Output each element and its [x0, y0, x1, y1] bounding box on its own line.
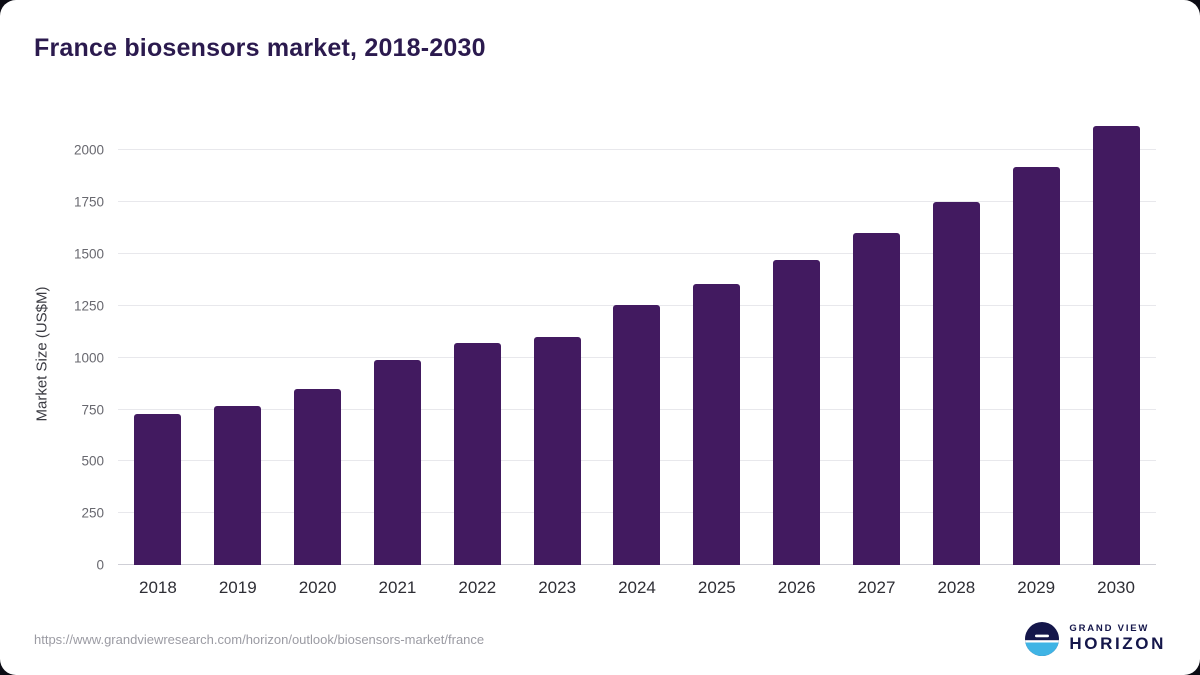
bar-2021[interactable]	[373, 359, 421, 565]
bar-2026[interactable]	[773, 260, 821, 565]
x-tick-label: 2025	[697, 578, 736, 597]
x-tick-label: 2027	[857, 578, 896, 597]
gridline	[118, 149, 1156, 151]
y-tick-label: 750	[81, 402, 104, 418]
gridline	[118, 253, 1156, 255]
bar-2025[interactable]	[693, 284, 741, 565]
x-tick-label: 2028	[937, 578, 976, 597]
x-tick-label: 2021	[378, 578, 417, 597]
y-tick-label: 1750	[73, 194, 104, 210]
brand-text: GRAND VIEW HORIZON	[1069, 623, 1166, 653]
y-tick-label: 0	[96, 557, 104, 573]
bar-2018[interactable]	[134, 413, 182, 565]
bar-column	[1076, 109, 1156, 565]
y-tick-label: 1250	[73, 298, 104, 314]
y-tick-label: 500	[81, 453, 104, 469]
bar-column	[198, 109, 278, 565]
gridline	[118, 201, 1156, 203]
x-tick-label: 2026	[777, 578, 816, 597]
bar-2022[interactable]	[453, 343, 501, 565]
bar-column	[996, 109, 1076, 565]
bar-2029[interactable]	[1012, 167, 1060, 565]
x-tick-label: 2019	[218, 578, 257, 597]
y-tick-label: 2000	[73, 142, 104, 158]
bar-column	[517, 109, 597, 565]
x-axis-labels: 2018 2019 2020 2021 2022 2023 2024 2025 2026 2027…	[118, 578, 1156, 598]
bar-2027[interactable]	[853, 233, 901, 565]
brand-horizon: HORIZON	[1069, 633, 1166, 653]
bar-2020[interactable]	[294, 388, 342, 565]
x-tick-label: 2030	[1097, 578, 1135, 597]
bar-column	[437, 109, 517, 565]
bar-2028[interactable]	[932, 202, 980, 565]
x-tick-label: 2024	[618, 578, 656, 597]
bar-column	[837, 109, 917, 565]
bar-2024[interactable]	[613, 304, 661, 565]
footer: https://www.grandviewresearch.com/horizo…	[34, 621, 1166, 657]
y-tick-label: 250	[81, 505, 104, 521]
bar-column	[597, 109, 677, 565]
bars-container	[118, 109, 1156, 565]
bar-2030[interactable]	[1092, 125, 1140, 565]
bar-column	[916, 109, 996, 565]
horizon-logo-icon	[1025, 622, 1060, 656]
bar-column	[677, 109, 757, 565]
bar-chart: Market Size (US$M) 0 250 500 750 1000 1250 150…	[34, 109, 1156, 598]
source-url: https://www.grandviewresearch.com/horizo…	[34, 631, 485, 647]
chart-title: France biosensors market, 2018-2030	[34, 34, 486, 62]
bar-column	[118, 109, 198, 565]
plot-area: 0 250 500 750 1000 1250 1500 1750 2000	[74, 109, 1156, 573]
brand-grand-view: GRAND VIEW	[1069, 623, 1150, 635]
x-tick-label: 2018	[139, 578, 177, 597]
bar-column	[278, 109, 358, 565]
bar-column	[358, 109, 438, 565]
x-tick-label: 2020	[298, 578, 337, 597]
x-tick-label: 2029	[1017, 578, 1056, 597]
x-tick-label: 2022	[458, 578, 497, 597]
bar-2019[interactable]	[214, 406, 262, 565]
bar-2023[interactable]	[533, 337, 581, 565]
bar-column	[757, 109, 837, 565]
brand-logo: GRAND VIEW HORIZON	[1024, 621, 1166, 657]
y-tick-label: 1500	[73, 246, 104, 262]
y-tick-label: 1000	[73, 350, 104, 366]
x-tick-label: 2023	[538, 578, 577, 597]
